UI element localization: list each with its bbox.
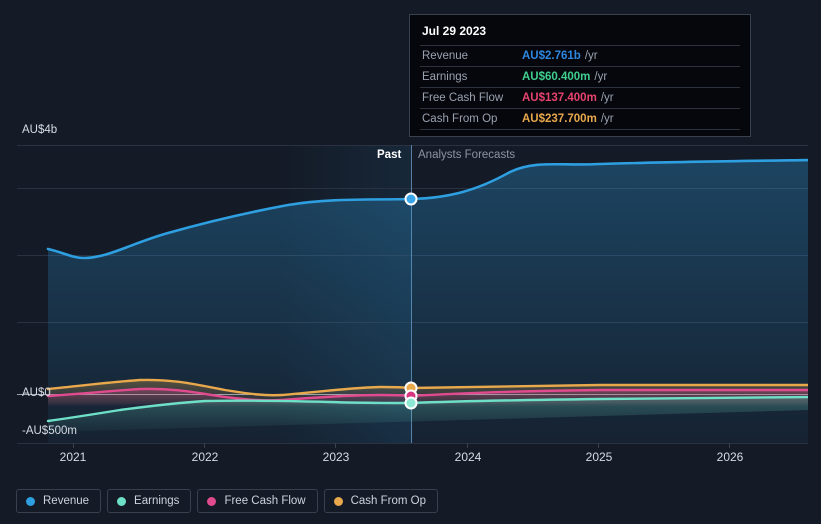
x-axis-label-2021: 2021 [59,450,87,464]
legend-label-free-cash-flow: Free Cash Flow [224,495,306,507]
gridline-4b [17,145,808,146]
cash-from-op-line [46,378,808,397]
x-axis-label-2022: 2022 [191,450,219,464]
hover-tooltip: Jul 29 2023 Revenue AU$2.761b /yr Earnin… [409,14,751,137]
legend-dot-cash-from-op-icon [333,496,343,506]
tooltip-value-revenue: AU$2.761b [522,50,581,62]
legend-label-earnings: Earnings [134,495,180,507]
x-tick-2023 [335,443,336,448]
period-label-forecast: Analysts Forecasts [418,149,516,161]
tooltip-unit-earnings: /yr [594,71,608,83]
tooltip-label-revenue: Revenue [422,50,469,62]
tooltip-unit-cash-from-op: /yr [600,113,614,125]
tooltip-date: Jul 29 2023 [422,24,487,38]
legend-dot-earnings-icon [117,496,127,506]
x-tick-2021 [73,443,74,448]
legend-item-earnings[interactable]: Earnings [107,489,192,513]
tooltip-label-cash-from-op: Cash From Op [422,113,498,125]
tooltip-unit-free-cash-flow: /yr [600,92,614,104]
legend-dot-free-cash-flow-icon [207,496,217,506]
x-tick-2024 [467,443,468,448]
x-axis-label-2024: 2024 [454,450,482,464]
x-axis-label-2023: 2023 [322,450,350,464]
tooltip-unit-revenue: /yr [584,50,598,62]
revenue-area [48,160,808,443]
legend-item-free-cash-flow[interactable]: Free Cash Flow [197,489,318,513]
legend-item-cash-from-op[interactable]: Cash From Op [323,489,439,513]
gridline-3_5b [17,188,808,189]
chart-legend: Revenue Earnings Free Cash Flow Cash Fro… [16,489,439,513]
legend-item-revenue[interactable]: Revenue [16,489,102,513]
tooltip-row-earnings: Earnings AU$60.400m /yr [420,66,740,87]
tooltip-label-free-cash-flow: Free Cash Flow [422,92,504,104]
gridline-bottom [17,443,808,444]
tooltip-value-cash-from-op: AU$237.700m [522,113,597,125]
y-axis-label-bottom: -AU$500m [22,425,77,437]
earnings-area [48,397,808,432]
x-tick-2022 [204,443,205,448]
tooltip-row-free-cash-flow: Free Cash Flow AU$137.400m /yr [420,87,740,108]
y-axis-label-top: AU$4b [22,124,58,136]
tooltip-label-earnings: Earnings [422,71,468,83]
free-cash-flow-line [46,387,808,402]
period-label-past: Past [377,149,402,161]
tooltip-value-earnings: AU$60.400m [522,71,591,83]
tooltip-value-free-cash-flow: AU$137.400m [522,92,597,104]
legend-label-revenue: Revenue [43,495,90,507]
legend-dot-revenue-icon [26,496,35,506]
marker-earnings [404,396,418,410]
tooltip-row-cash-from-op: Cash From Op AU$237.700m /yr [420,108,740,130]
tooltip-row-revenue: Revenue AU$2.761b /yr [420,45,740,66]
x-tick-2025 [598,443,599,448]
x-axis-label-2025: 2025 [585,450,613,464]
x-axis-label-2026: 2026 [716,450,744,464]
series-group [46,158,808,443]
y-axis-label-zero: AU$0 [22,387,51,399]
marker-revenue [404,192,418,206]
earnings-line [46,395,808,423]
x-tick-2026 [729,443,730,448]
revenue-line [46,158,808,260]
legend-label-cash-from-op: Cash From Op [350,495,427,507]
